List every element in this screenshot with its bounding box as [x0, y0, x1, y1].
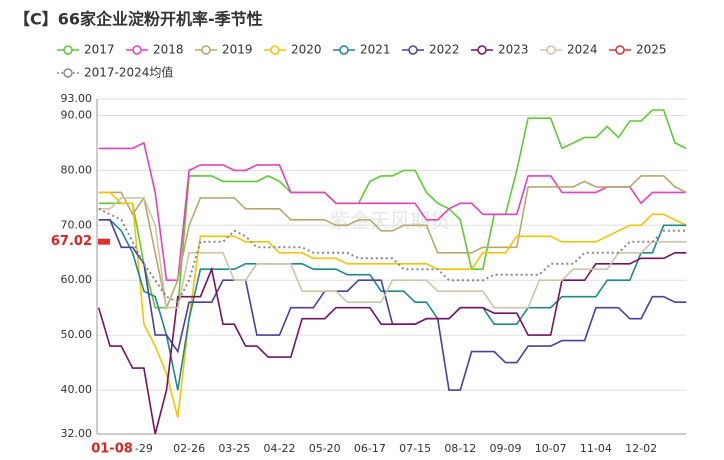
- legend-label: 2019: [222, 43, 253, 57]
- legend-label: 2025: [636, 43, 667, 57]
- x-tick-label: 04-22: [264, 442, 296, 455]
- legend-marker: [339, 45, 349, 55]
- x-tick-label: 11-04: [580, 442, 612, 455]
- legend-label: 2023: [498, 43, 529, 57]
- value-label: 67.02: [51, 234, 92, 249]
- x-tick-label: 03-25: [218, 442, 250, 455]
- x-tick-label: 02-26: [173, 442, 205, 455]
- legend-marker: [63, 45, 73, 55]
- y-tick-label: 80.00: [61, 163, 93, 176]
- x-tick-label: 05-20: [309, 442, 341, 455]
- legend-label: 2017: [84, 43, 115, 57]
- series-line: [98, 109, 687, 309]
- legend-marker: [132, 45, 142, 55]
- x-tick-label: 12-02: [625, 442, 657, 455]
- x-tick-label: 09-09: [490, 442, 522, 455]
- series-marker: [98, 238, 110, 245]
- y-tick-label: 40.00: [61, 383, 93, 396]
- legend-label: 2024: [567, 43, 598, 57]
- legend-label: 2022: [429, 43, 460, 57]
- x-tick-label: 07-15: [399, 442, 431, 455]
- legend-marker: [546, 45, 556, 55]
- series-line: [97, 252, 687, 435]
- x-tick-label: -29: [135, 442, 153, 455]
- y-tick-label: 93.00: [61, 92, 93, 105]
- y-tick-label: 32.00: [61, 427, 93, 440]
- legend-marker: [201, 45, 211, 55]
- series-line: [98, 207, 687, 304]
- series-line: [98, 219, 687, 391]
- legend-label: 2020: [291, 43, 322, 57]
- chart-title: 【C】66家企业淀粉开机率-季节性: [14, 10, 263, 29]
- x-tick-label: 08-12: [444, 442, 476, 455]
- x-tick-label: 10-07: [535, 442, 567, 455]
- legend-marker: [63, 68, 73, 78]
- legend-label: 2018: [153, 43, 184, 57]
- x-tick-label: 01-08: [91, 442, 133, 457]
- legend-label: 2021: [360, 43, 391, 57]
- legend-label: 2017-2024均值: [84, 65, 173, 80]
- series-line: [98, 219, 687, 391]
- y-tick-label: 50.00: [61, 328, 93, 341]
- y-tick-label: 60.00: [61, 273, 93, 286]
- value-label-box: [50, 231, 96, 252]
- legend-marker: [270, 45, 280, 55]
- series-line: [98, 175, 687, 311]
- legend-marker: [477, 45, 487, 55]
- y-tick-label: 70.00: [61, 218, 93, 231]
- x-tick-label: 06-17: [354, 442, 386, 455]
- y-tick-label: 90.00: [61, 108, 93, 121]
- series-line: [98, 191, 687, 418]
- legend-marker: [615, 45, 625, 55]
- series-line: [98, 141, 687, 281]
- legend-marker: [408, 45, 418, 55]
